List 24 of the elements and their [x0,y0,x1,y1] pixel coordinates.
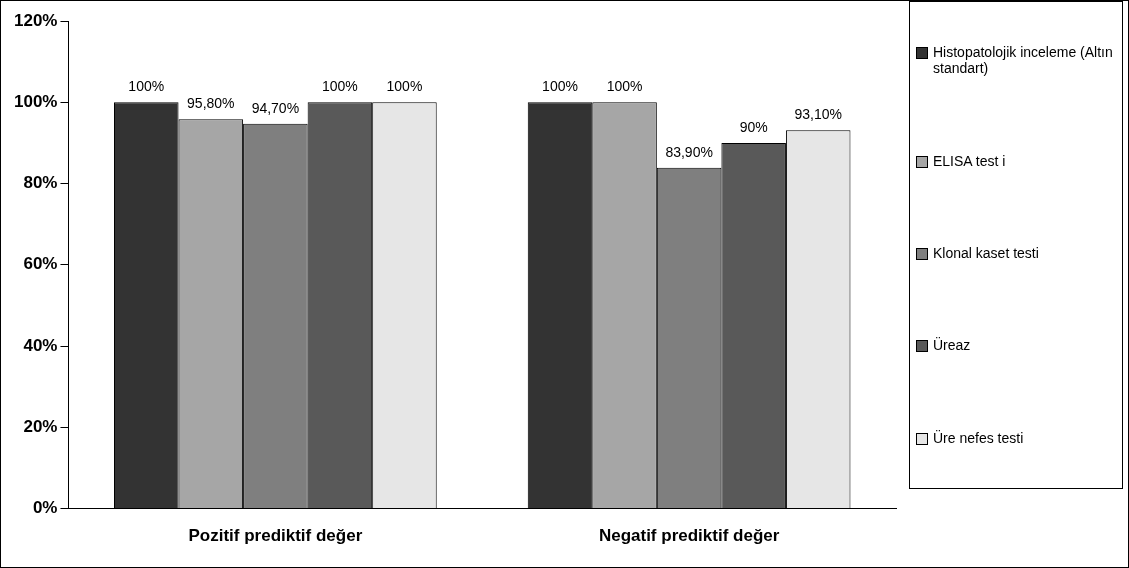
y-tick-label: 120% [14,10,58,30]
data-label: 95,80% [187,95,235,112]
legend-label: ELISA test i [933,152,1006,169]
data-label: 93,10% [794,106,842,123]
y-tick-label: 20% [23,417,58,437]
y-tick-label: 60% [23,254,58,274]
y-tick-label: 40% [23,335,58,355]
y-tick-label: 0% [32,498,58,518]
data-label: 100% [606,78,643,95]
legend-label: Üreaz [933,337,971,354]
x-tick-label: Negatif prediktif değer [598,526,780,546]
y-tick-label: 100% [14,91,58,111]
data-label: 100% [386,78,423,95]
y-tick-label: 80% [23,173,58,193]
data-label: 90% [739,118,768,135]
data-label: 100% [542,78,578,95]
legend-label: Histopatolojik inceleme (Altın standart) [933,44,1114,77]
data-label: 83,90% [665,143,713,160]
data-label: 94,70% [251,99,300,116]
legend-label: Üre nefes testi [933,429,1024,446]
data-label: 100% [322,78,358,95]
x-tick-label: Pozitif prediktif değer [188,526,363,546]
legend-label: Klonal kaset testi [933,244,1039,261]
data-label: 100% [128,78,165,95]
